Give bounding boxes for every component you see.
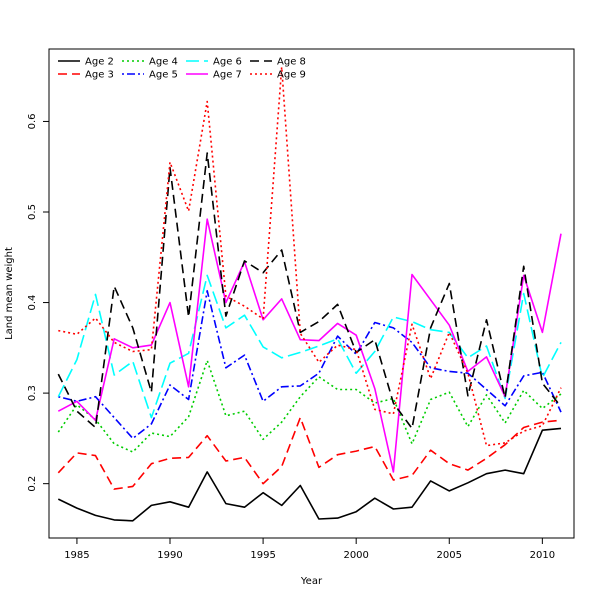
y-tick-label: 0.6: [27, 113, 38, 129]
x-tick-label: 1985: [64, 550, 89, 561]
x-tick-label: 2005: [437, 550, 462, 561]
series-line-age-7: [57, 218, 562, 473]
plot-frame: [48, 48, 575, 539]
y-tick-label: 0.2: [27, 476, 38, 492]
legend-label: Age 2: [85, 57, 114, 68]
legend: Age 2 Age 3 Age 4 Age 5 Age 6 Age 7 Age 8 Age 9: [58, 57, 306, 81]
y-tick-label: 0.3: [27, 385, 38, 401]
x-axis-label: Year: [300, 576, 323, 587]
series-line-age-2: [57, 427, 562, 522]
y-tick-label: 0.4: [27, 295, 38, 311]
x-tick-label: 1995: [250, 550, 275, 561]
y-axis-label: Land mean weight: [4, 247, 15, 340]
series-line-age-9: [58, 66, 562, 447]
legend-label: Age 9: [277, 70, 306, 81]
y-tick-label: 0.5: [27, 204, 38, 220]
legend-label: Age 8: [277, 57, 306, 68]
x-axis: 1985 1990 1995 2000 2005 2010: [64, 538, 555, 561]
x-tick-label: 1990: [157, 550, 182, 561]
series-line-age-5: [58, 289, 562, 440]
y-axis: 0.2 0.3 0.4 0.5 0.6: [27, 113, 49, 492]
legend-label: Age 4: [149, 57, 178, 68]
legend-label: Age 6: [213, 57, 242, 68]
series-line-age-8: [57, 152, 562, 430]
series-line-age-4: [57, 359, 562, 453]
series-layer: [57, 66, 562, 522]
x-tick-label: 2010: [530, 550, 555, 561]
legend-label: Age 5: [149, 70, 178, 81]
x-tick-label: 2000: [343, 550, 368, 561]
legend-label: Age 7: [213, 70, 242, 81]
legend-label: Age 3: [85, 70, 114, 81]
series-line-age-6: [57, 274, 562, 419]
series-line-age-3: [57, 416, 562, 490]
